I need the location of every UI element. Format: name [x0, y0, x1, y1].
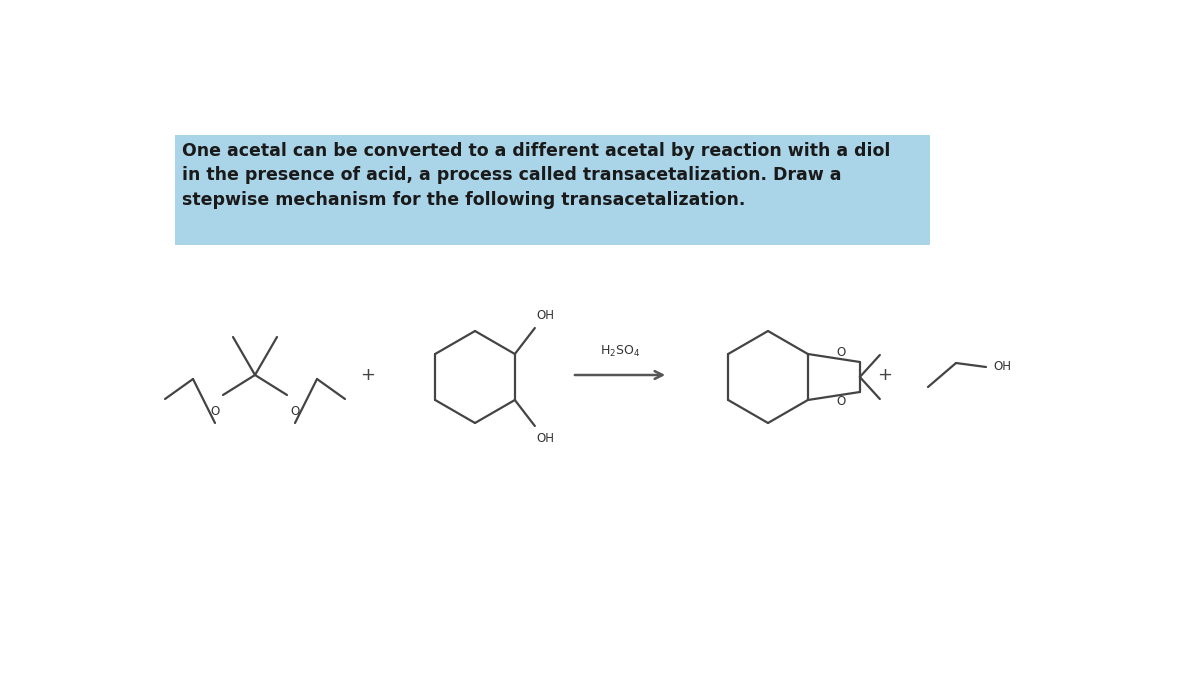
Text: H$_2$SO$_4$: H$_2$SO$_4$	[600, 344, 640, 359]
Text: O: O	[210, 404, 220, 418]
Text: +: +	[877, 366, 893, 384]
Text: O: O	[290, 404, 300, 418]
Text: OH: OH	[536, 309, 554, 322]
Text: O: O	[836, 395, 846, 408]
Text: OH: OH	[994, 360, 1010, 373]
Text: O: O	[836, 346, 846, 359]
Text: +: +	[360, 366, 376, 384]
FancyBboxPatch shape	[175, 135, 930, 245]
Text: OH: OH	[536, 432, 554, 445]
Text: One acetal can be converted to a different acetal by reaction with a diol
in the: One acetal can be converted to a differe…	[182, 142, 890, 209]
